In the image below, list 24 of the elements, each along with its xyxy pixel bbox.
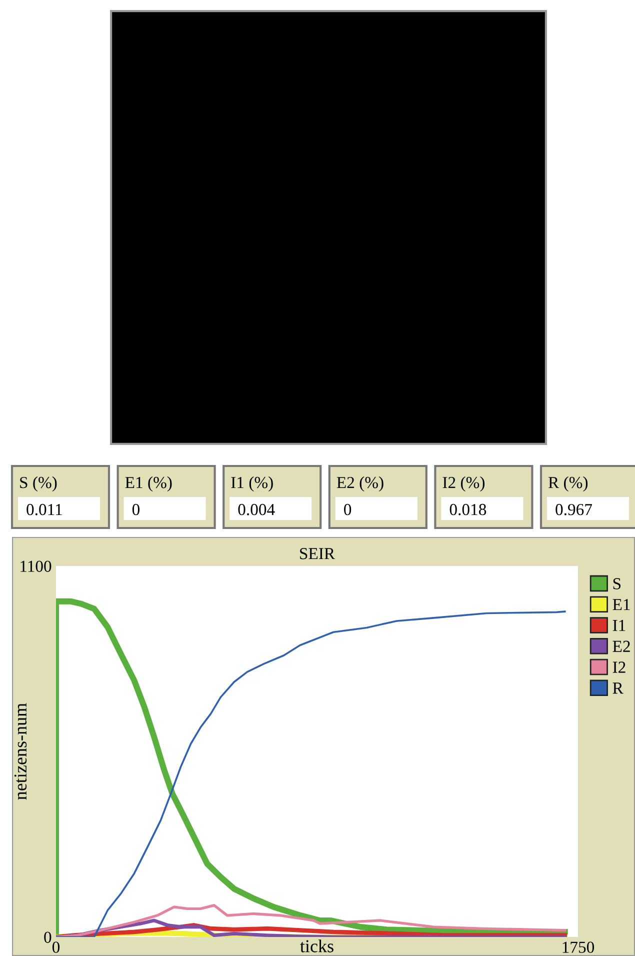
legend-label: I1 — [612, 620, 626, 631]
text: I2 (%) — [442, 476, 484, 492]
line-series — [56, 904, 566, 937]
x-axis-title: ticks — [300, 940, 334, 952]
y-tick-label: 1100 — [20, 560, 52, 572]
text: R (%) — [548, 476, 588, 492]
x-tick-label: 1750 — [562, 942, 594, 953]
text: I1 (%) — [231, 476, 273, 492]
text: 0.004 — [238, 504, 275, 516]
text: 0.967 — [556, 504, 592, 516]
legend-label: E1 — [612, 599, 630, 610]
text: E1 (%) — [125, 476, 172, 492]
legend-label: E2 — [612, 640, 630, 652]
text: S (%) — [20, 476, 57, 492]
legend-label: I2 — [612, 662, 626, 673]
text: 0 — [344, 504, 352, 516]
legend-label: R — [612, 682, 624, 694]
text: E2 (%) — [336, 476, 384, 492]
text: 0.018 — [450, 504, 486, 516]
legend-label: S — [613, 578, 621, 590]
text: 0.011 — [26, 504, 62, 516]
chart-title: SEIR — [300, 548, 336, 560]
text: 0 — [132, 504, 140, 516]
y-axis-title: netizens-num — [14, 703, 27, 800]
